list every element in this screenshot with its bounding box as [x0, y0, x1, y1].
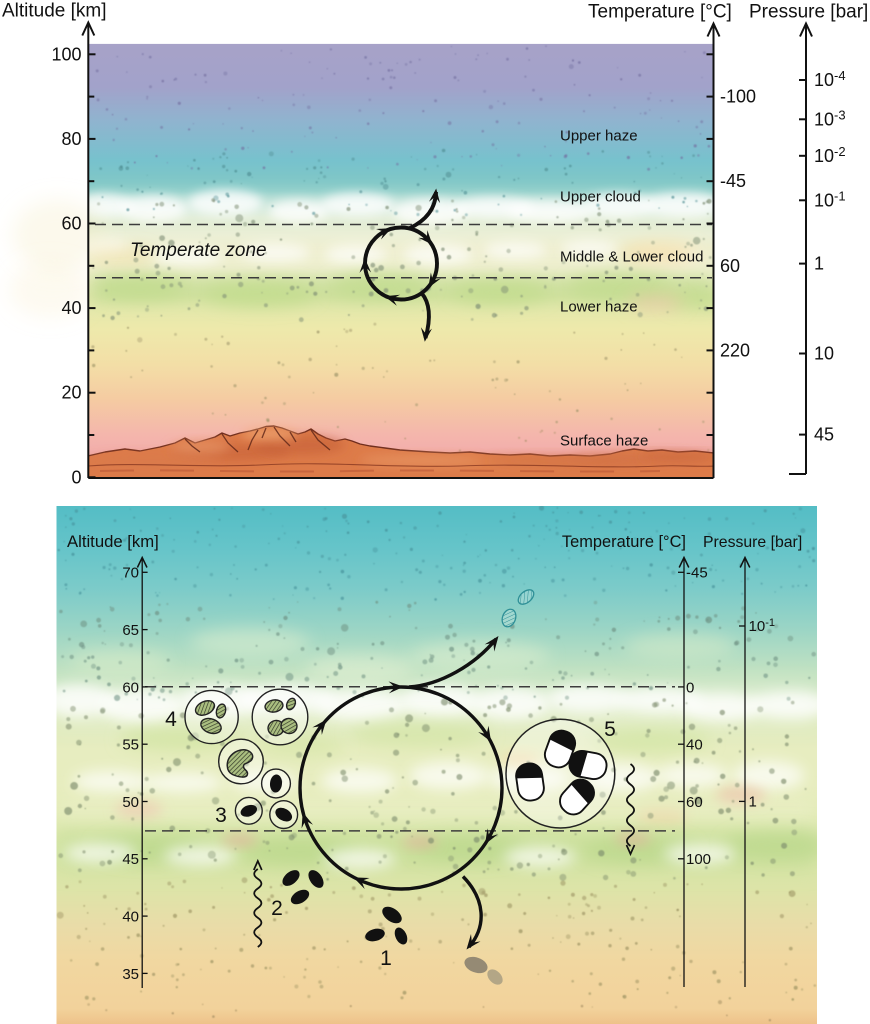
- svg-text:100: 100: [686, 851, 711, 868]
- svg-text:45: 45: [814, 425, 834, 445]
- svg-text:10: 10: [814, 344, 834, 364]
- svg-text:10-2: 10-2: [814, 144, 846, 166]
- svg-text:Surface haze: Surface haze: [560, 433, 648, 450]
- svg-text:1: 1: [814, 254, 824, 274]
- svg-text:80: 80: [61, 129, 81, 149]
- svg-text:-45: -45: [720, 171, 746, 191]
- svg-text:70: 70: [122, 565, 139, 582]
- svg-text:50: 50: [122, 794, 139, 811]
- svg-text:55: 55: [122, 737, 139, 754]
- svg-text:Upper cloud: Upper cloud: [560, 189, 641, 206]
- svg-text:65: 65: [122, 622, 139, 639]
- svg-text:Temperate zone: Temperate zone: [130, 240, 267, 261]
- svg-text:20: 20: [61, 383, 81, 403]
- svg-text:45: 45: [122, 851, 139, 868]
- svg-text:40: 40: [61, 298, 81, 318]
- svg-text:60: 60: [61, 214, 81, 234]
- svg-text:10-3: 10-3: [814, 107, 846, 129]
- svg-text:Middle & Lower cloud: Middle & Lower cloud: [560, 249, 703, 266]
- svg-text:3: 3: [215, 804, 227, 827]
- svg-text:60: 60: [122, 679, 139, 696]
- svg-text:Pressure [bar]: Pressure [bar]: [749, 2, 868, 23]
- svg-text:-45: -45: [686, 565, 708, 582]
- svg-text:0: 0: [686, 679, 694, 696]
- svg-text:Altitude [km]: Altitude [km]: [67, 532, 159, 551]
- svg-text:1: 1: [749, 793, 757, 810]
- svg-text:4: 4: [165, 708, 177, 731]
- svg-text:Lower haze: Lower haze: [560, 299, 638, 316]
- svg-text:Pressure [bar]: Pressure [bar]: [703, 534, 802, 551]
- svg-text:40: 40: [122, 909, 139, 926]
- svg-text:Temperature [°C]: Temperature [°C]: [562, 533, 686, 551]
- svg-text:40: 40: [686, 737, 703, 754]
- svg-text:Upper haze: Upper haze: [560, 128, 638, 145]
- svg-text:60: 60: [720, 256, 740, 276]
- svg-text:60: 60: [686, 794, 703, 811]
- svg-text:2: 2: [271, 897, 283, 920]
- svg-text:10-4: 10-4: [814, 68, 846, 90]
- svg-text:35: 35: [122, 966, 139, 983]
- svg-text:-100: -100: [720, 87, 756, 107]
- svg-text:10-1: 10-1: [814, 188, 846, 210]
- svg-text:1: 1: [380, 947, 392, 970]
- svg-text:100: 100: [51, 44, 81, 64]
- svg-text:Temperature [°C]: Temperature [°C]: [588, 2, 732, 23]
- svg-text:0: 0: [71, 467, 81, 487]
- svg-text:220: 220: [720, 340, 750, 360]
- svg-text:Altitude [km]: Altitude [km]: [2, 1, 107, 22]
- svg-text:5: 5: [604, 718, 616, 741]
